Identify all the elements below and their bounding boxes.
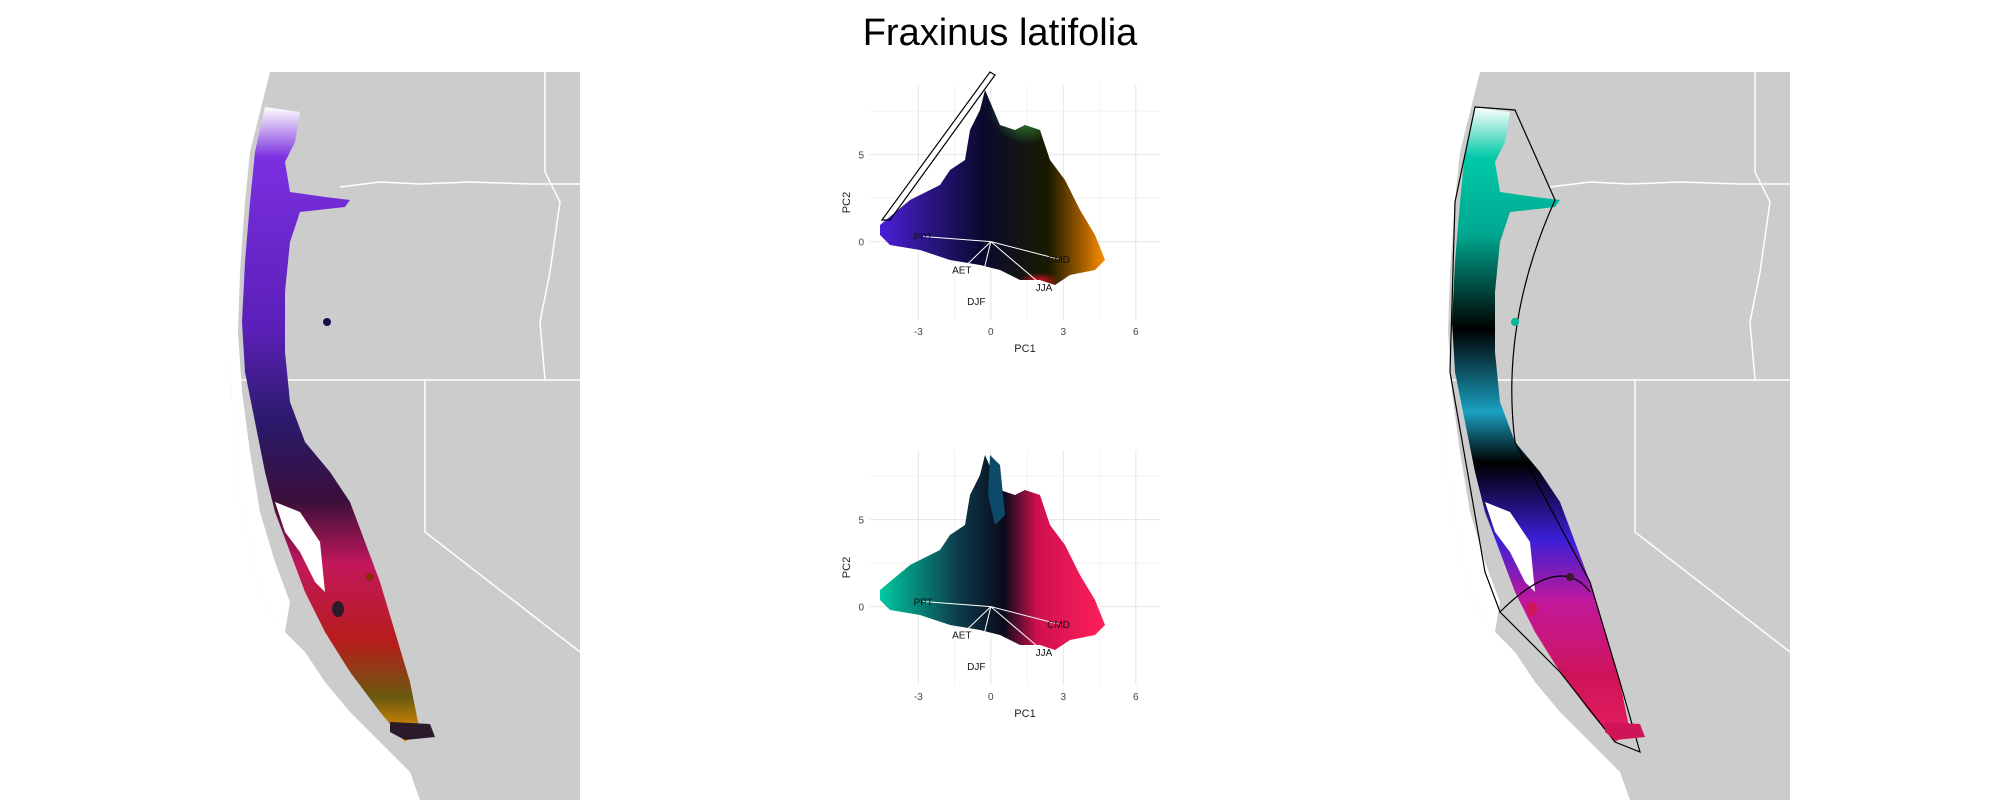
bottom-vector-label-jja: JJA xyxy=(1036,648,1053,659)
top-vector-aet xyxy=(961,241,992,270)
right-map xyxy=(1440,72,1790,800)
pca-top-cloud-red xyxy=(1000,260,1060,285)
bottom-vector-jja xyxy=(990,606,1045,653)
pca-top-chart: PPT AET DJF JJA CMD -3 0 3 6 0 5 PC1 PC2 xyxy=(841,71,1160,355)
range-right-dot2 xyxy=(1566,573,1574,581)
range-right-dot3 xyxy=(1527,602,1537,616)
range-right-dot1 xyxy=(1511,318,1519,326)
top-x-axis-label: PC1 xyxy=(1014,343,1035,355)
top-vector-label-cmd: CMD xyxy=(1047,255,1070,266)
pca-top-vectors: PPT AET DJF JJA CMD xyxy=(913,232,1069,307)
bottom-x-axis-label: PC1 xyxy=(1014,708,1035,720)
bottom-y-tick-label: 0 xyxy=(858,603,864,614)
range-right xyxy=(1452,107,1630,742)
range-left-islands xyxy=(390,722,435,740)
top-vector-cmd xyxy=(990,241,1059,260)
bottom-vector-label-ppt: PPT xyxy=(913,597,932,608)
range-left-dot3 xyxy=(332,601,344,617)
pca-bottom-cloud-spike xyxy=(988,455,1005,525)
range-left-dot1 xyxy=(323,318,331,326)
bottom-vector-label-djf: DJF xyxy=(967,662,985,673)
state-border-left4 xyxy=(424,380,580,653)
range-left-dot2 xyxy=(366,573,374,581)
coast-right xyxy=(1440,72,1500,632)
top-x-tick-label: 0 xyxy=(988,327,994,338)
top-vector-label-djf: DJF xyxy=(967,297,985,308)
bottom-vector-label-cmd: CMD xyxy=(1047,620,1070,631)
top-y-tick-label: 5 xyxy=(858,151,864,162)
top-vector-jja xyxy=(990,241,1045,288)
bottom-x-tick-label: 6 xyxy=(1133,692,1139,703)
bottom-x-tick-label: -3 xyxy=(914,692,923,703)
range-left xyxy=(242,107,420,742)
bottom-y-axis-label: PC2 xyxy=(841,557,853,578)
top-vector-label-aet: AET xyxy=(952,266,971,277)
state-border-left3 xyxy=(539,72,561,381)
state-border-left xyxy=(339,181,580,188)
coast-left xyxy=(230,72,290,632)
state-border-right4 xyxy=(1634,380,1790,653)
bottom-x-tick-label: 0 xyxy=(988,692,994,703)
top-y-tick-label: 0 xyxy=(858,238,864,249)
pca-bottom-cloud xyxy=(880,455,1105,650)
bottom-vector-cmd xyxy=(990,606,1059,625)
state-border-right xyxy=(1549,181,1790,188)
land-right xyxy=(1440,72,1790,800)
top-vector-djf xyxy=(975,241,992,301)
range-right-hull xyxy=(1449,106,1641,754)
top-vector-ppt xyxy=(923,235,991,243)
bottom-vector-djf xyxy=(975,606,992,666)
top-x-tick-label: 6 xyxy=(1133,327,1139,338)
pca-top-hull xyxy=(880,71,996,221)
top-vector-label-jja: JJA xyxy=(1036,283,1053,294)
pca-bottom-vectors: PPT AET DJF JJA CMD xyxy=(913,597,1069,672)
bottom-vector-ppt xyxy=(923,600,991,608)
figure-title: Fraxinus latifolia xyxy=(862,12,1138,54)
pca-top-cloud-green xyxy=(980,90,1065,180)
bottom-vector-label-aet: AET xyxy=(952,631,971,642)
land-left xyxy=(230,72,580,800)
top-x-tick-label: -3 xyxy=(914,327,923,338)
bottom-y-tick-label: 5 xyxy=(858,516,864,527)
pca-bottom-axes: -3 0 3 6 0 5 PC1 PC2 xyxy=(841,516,1139,720)
pca-top-cloud xyxy=(880,90,1105,285)
bottom-x-tick-label: 3 xyxy=(1061,692,1067,703)
top-y-axis-label: PC2 xyxy=(841,192,853,213)
top-x-tick-label: 3 xyxy=(1061,327,1067,338)
state-border-right3 xyxy=(1749,72,1771,381)
left-map xyxy=(230,72,580,800)
range-left-branch xyxy=(275,502,325,592)
range-right-branch xyxy=(1485,502,1535,592)
top-vector-label-ppt: PPT xyxy=(913,232,932,243)
bottom-vector-aet xyxy=(961,606,992,635)
pca-top-axes: -3 0 3 6 0 5 PC1 PC2 xyxy=(841,151,1139,355)
pca-bottom-chart: PPT AET DJF JJA CMD -3 0 3 6 0 5 PC1 PC2 xyxy=(841,450,1160,720)
range-right-islands xyxy=(1605,722,1645,740)
